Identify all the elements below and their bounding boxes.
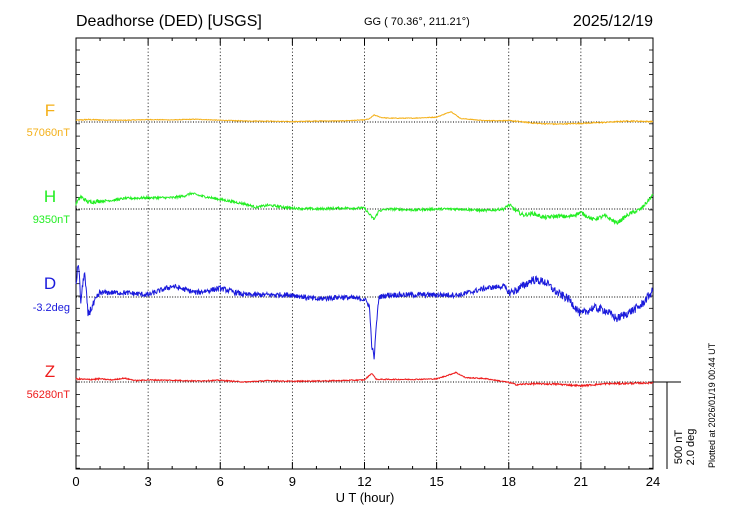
x-tick-label-21: 21	[574, 474, 588, 489]
x-tick-label-12: 12	[357, 474, 371, 489]
channel-label-Z: Z	[45, 362, 55, 381]
channel-label-H: H	[44, 187, 56, 206]
x-tick-label-0: 0	[72, 474, 79, 489]
channel-baseline-D: -3.2deg	[33, 302, 70, 314]
x-tick-label-3: 3	[145, 474, 152, 489]
x-tick-label-15: 15	[429, 474, 443, 489]
station-coordinates: GG ( 70.36°, 211.21°)	[364, 16, 470, 28]
series-line-F	[75, 110, 654, 126]
x-tick-labels: 0 3 6 9 12 15 18 21 24	[72, 474, 660, 489]
channel-baseline-Z: 56280nT	[27, 389, 71, 401]
series-line-H	[75, 191, 654, 225]
station-title: Deadhorse (DED) [USGS]	[76, 13, 262, 30]
plot-date: 2025/12/19	[573, 13, 653, 30]
grid-lines	[147, 38, 582, 469]
x-tick-label-6: 6	[217, 474, 224, 489]
channel-labels: F 57060nT H 9350nT D -3.2deg Z 56280nT	[27, 101, 71, 401]
scale-bar-deg-label: 2.0 deg	[685, 429, 697, 466]
x-axis-label: U T (hour)	[336, 490, 395, 505]
series-line-D	[75, 265, 654, 360]
tick-marks	[75, 38, 654, 469]
series-line-Z	[75, 371, 654, 388]
x-tick-label-18: 18	[502, 474, 516, 489]
x-tick-label-9: 9	[289, 474, 296, 489]
channel-label-F: F	[45, 101, 55, 120]
channel-baseline-H: 9350nT	[33, 214, 71, 226]
channel-baseline-F: 57060nT	[27, 127, 71, 139]
plotted-timestamp: Plotted at 2026/01/19 00:44 UT	[707, 342, 717, 468]
scale-bar-nt-label: 500 nT	[673, 430, 685, 465]
series-traces	[75, 110, 654, 388]
channel-label-D: D	[44, 274, 56, 293]
x-tick-label-24: 24	[646, 474, 660, 489]
